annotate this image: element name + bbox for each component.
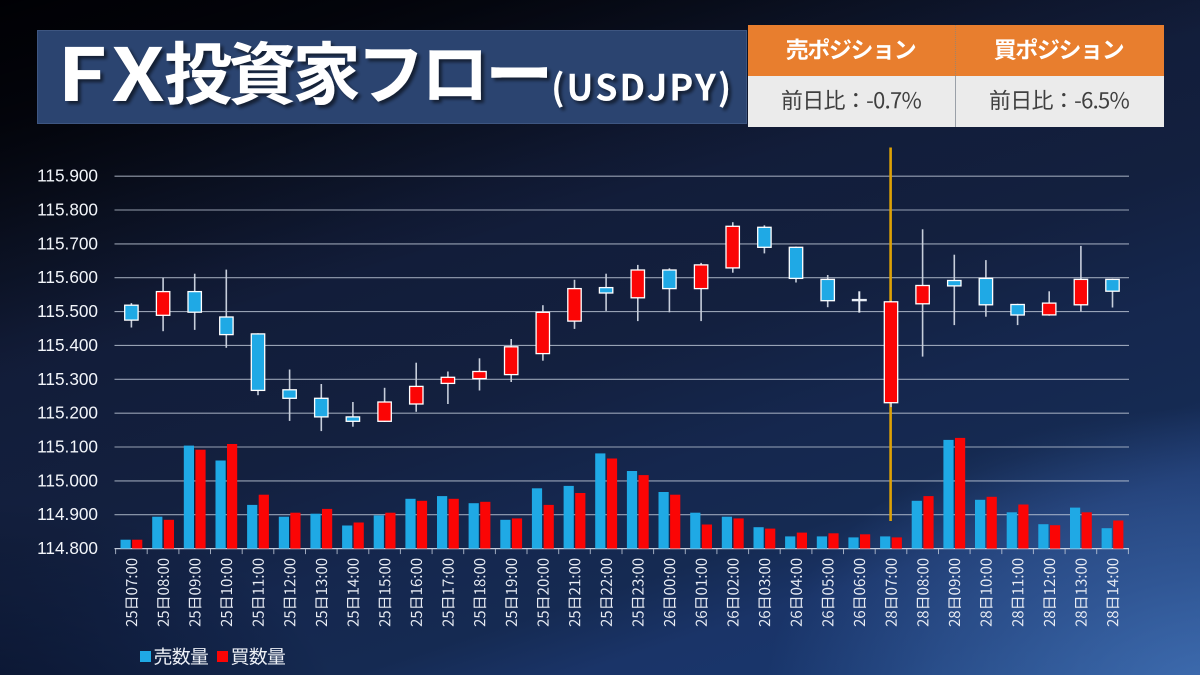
svg-text:115.800: 115.800 bbox=[37, 200, 98, 220]
svg-text:115.100: 115.100 bbox=[37, 437, 98, 457]
svg-text:114.800: 114.800 bbox=[37, 538, 98, 558]
svg-text:115.400: 115.400 bbox=[37, 335, 98, 355]
svg-text:115.300: 115.300 bbox=[37, 369, 98, 389]
svg-text:114.900: 114.900 bbox=[37, 504, 98, 524]
svg-text:115.500: 115.500 bbox=[37, 301, 98, 321]
svg-text:115.000: 115.000 bbox=[37, 470, 98, 490]
svg-text:115.200: 115.200 bbox=[37, 403, 98, 423]
svg-text:115.900: 115.900 bbox=[37, 166, 98, 186]
svg-text:115.700: 115.700 bbox=[37, 233, 98, 253]
svg-text:115.600: 115.600 bbox=[37, 267, 98, 287]
